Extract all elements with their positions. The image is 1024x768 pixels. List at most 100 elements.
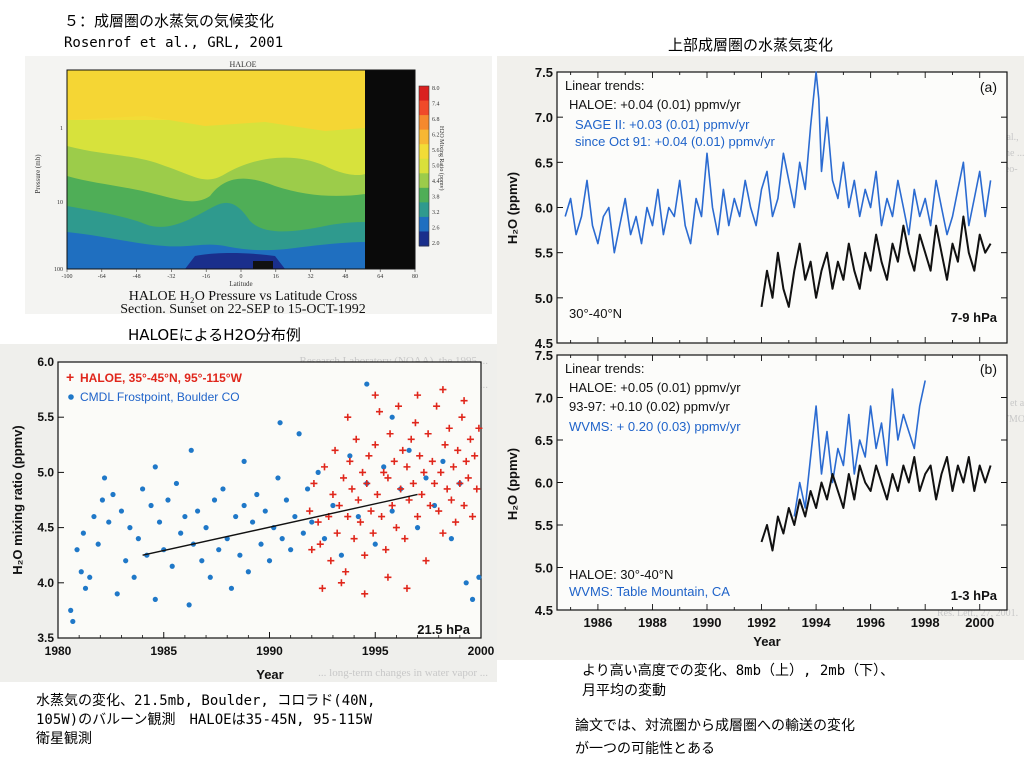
legend-plus-marker: + bbox=[66, 369, 74, 385]
cmdl-point bbox=[152, 464, 158, 470]
haloe-point bbox=[350, 535, 358, 543]
cmdl-point bbox=[469, 596, 476, 602]
cmdl-point bbox=[110, 491, 116, 498]
cmdl-point bbox=[95, 541, 101, 547]
cmdl-point bbox=[423, 475, 429, 481]
heatmap-y-tick-label: 1 bbox=[60, 126, 63, 132]
series-line-haloe bbox=[760, 456, 992, 552]
scatter-y-tick-label: 5.0 bbox=[37, 465, 54, 479]
cmdl-point bbox=[330, 502, 336, 509]
colorbar-tick-label: 6.2 bbox=[432, 133, 440, 139]
cmdl-point bbox=[245, 569, 251, 575]
haloe-point bbox=[409, 479, 417, 487]
y-tick-label: 5.5 bbox=[535, 246, 553, 261]
cmdl-point bbox=[292, 513, 298, 520]
haloe-point bbox=[344, 413, 352, 421]
legend-dot-marker bbox=[68, 394, 74, 400]
panel-a-legend-line2: SAGE II: +0.03 (0.01) ppmv/yr bbox=[575, 117, 750, 132]
haloe-point bbox=[405, 496, 413, 504]
haloe-point bbox=[399, 446, 407, 454]
heatmap-y-ticks: 1 10 100 bbox=[54, 126, 63, 273]
panel-b-series bbox=[760, 380, 992, 552]
haloe-point bbox=[428, 457, 436, 465]
haloe-point bbox=[369, 529, 377, 537]
cmdl-point bbox=[448, 536, 454, 542]
haloe-point bbox=[367, 507, 375, 515]
cmdl-point bbox=[135, 536, 141, 542]
right-caption-line-1: より高い高度での変化、8mb（上）, 2mb（下）、 bbox=[582, 663, 895, 679]
haloe-point bbox=[395, 402, 403, 410]
cmdl-point bbox=[315, 469, 321, 475]
haloe-point bbox=[447, 496, 455, 504]
haloe-point bbox=[361, 551, 369, 559]
cmdl-point bbox=[101, 475, 108, 481]
cmdl-point bbox=[381, 464, 387, 470]
haloe-point bbox=[378, 513, 386, 521]
haloe-point bbox=[437, 468, 445, 476]
haloe-point bbox=[458, 413, 466, 421]
haloe-point bbox=[433, 402, 441, 410]
scatter-x-label: Year bbox=[256, 667, 283, 682]
cmdl-point bbox=[203, 525, 209, 531]
cmdl-point bbox=[321, 536, 328, 542]
panel-b: 4.55.05.56.06.57.07.5 1986 1988 1990 1992 19… bbox=[505, 348, 1008, 649]
heatmap-x-tick-label: 48 bbox=[342, 274, 348, 280]
colorbar-swatch bbox=[419, 129, 429, 145]
haloe-point bbox=[371, 441, 379, 449]
y-tick-label: 6.0 bbox=[535, 476, 553, 491]
heatmap-x-label: Latitude bbox=[229, 280, 252, 288]
cmdl-point bbox=[233, 513, 239, 520]
haloe-point bbox=[418, 490, 426, 498]
haloe-point bbox=[454, 446, 462, 454]
panel-a-legend-line3: since Oct 91: +0.04 (0.01) ppmv/yr bbox=[575, 134, 775, 149]
haloe-point bbox=[363, 479, 371, 487]
cmdl-point bbox=[300, 530, 306, 536]
cmdl-point bbox=[431, 502, 438, 509]
haloe-point bbox=[354, 496, 362, 504]
cmdl-point bbox=[249, 519, 256, 525]
colorbar-tick-label: 8.0 bbox=[432, 86, 440, 92]
panel-a-y-label: H₂O (ppmv) bbox=[505, 172, 520, 244]
panel-b-x-label: Year bbox=[753, 634, 780, 649]
y-tick-label: 5.0 bbox=[535, 561, 553, 576]
cmdl-point bbox=[463, 580, 469, 586]
haloe-point bbox=[426, 502, 434, 510]
haloe-point bbox=[365, 452, 373, 460]
haloe-point bbox=[340, 474, 348, 482]
y-tick-label: 6.0 bbox=[535, 201, 553, 216]
haloe-point bbox=[314, 518, 322, 526]
cmdl-point bbox=[123, 558, 129, 564]
haloe-point bbox=[388, 502, 396, 510]
cmdl-point bbox=[182, 513, 188, 520]
cmdl-point bbox=[82, 585, 89, 591]
haloe-point bbox=[452, 518, 460, 526]
scatter-points bbox=[68, 381, 483, 625]
colorbar-swatch bbox=[419, 187, 429, 203]
panel-b-y-ticks: 4.5 5.0 5.5 6.0 6.5 7.0 7.5 bbox=[535, 348, 1008, 618]
heatmap-plot-area bbox=[66, 69, 416, 270]
panel-a: 4.5 5.0 5.5 6.0 6.5 7.0 7.5 H₂O (ppmv) Linear … bbox=[505, 65, 1008, 351]
scatter-x-ticks: 1980 1985 1990 1995 2000 bbox=[45, 632, 495, 658]
haloe-point bbox=[416, 452, 424, 460]
cmdl-point bbox=[279, 536, 285, 542]
cmdl-point bbox=[165, 497, 171, 503]
y-tick-label: 5.5 bbox=[535, 518, 553, 533]
heatmap-x-tick-label: 16 bbox=[273, 274, 279, 280]
haloe-point bbox=[348, 485, 356, 493]
x-tick-label: 1988 bbox=[638, 615, 667, 630]
legend-haloe-label: HALOE, 35°-45°N, 95°-115°W bbox=[80, 371, 243, 385]
colorbar-swatch bbox=[419, 144, 429, 160]
x-tick-label: 1992 bbox=[747, 615, 776, 630]
heatmap-y-tick-label: 10 bbox=[57, 200, 63, 206]
haloe-point bbox=[356, 518, 364, 526]
heatmap-x-tick-label: -16 bbox=[202, 274, 210, 280]
left-caption-line-2: 105W)のバルーン観測 HALOEは35-45N, 95-115W bbox=[36, 712, 373, 728]
cmdl-point bbox=[169, 563, 175, 569]
haloe-point bbox=[469, 513, 477, 521]
haloe-point bbox=[342, 568, 350, 576]
haloe-point bbox=[373, 490, 381, 498]
haloe-point bbox=[462, 457, 470, 465]
heatmap-x-ticks: -100 -64 -48 -32 -16 0 16 32 48 64 80 bbox=[62, 269, 418, 280]
haloe-point bbox=[384, 573, 392, 581]
haloe-point bbox=[414, 391, 422, 399]
